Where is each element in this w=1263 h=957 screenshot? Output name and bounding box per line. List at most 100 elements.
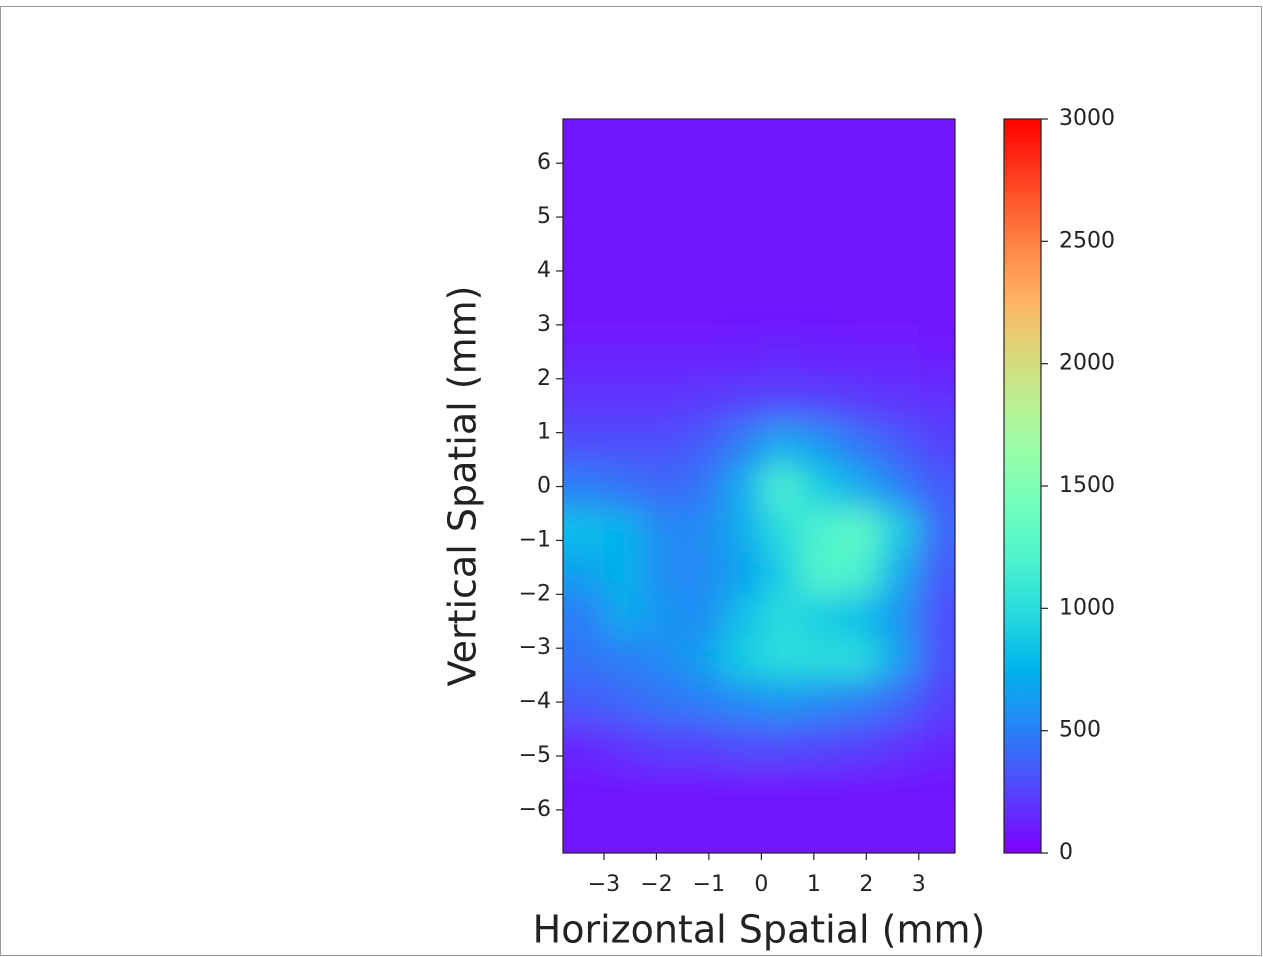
heat-cell: [603, 594, 644, 638]
heat-cell: [761, 551, 802, 595]
frame: [0, 6, 1262, 956]
heat-cell: [603, 292, 644, 337]
heat-cell: [563, 378, 605, 423]
heat-cell: [682, 292, 723, 337]
heat-cell: [643, 378, 684, 423]
y-tick-label: 4: [537, 258, 551, 283]
heat-cell: [761, 680, 802, 725]
heat-cell: [800, 335, 841, 380]
heat-cell: [722, 292, 762, 337]
heat-cell: [643, 292, 684, 337]
heat-cell: [800, 206, 841, 250]
heat-cell: [563, 594, 605, 638]
heat-cell: [840, 119, 880, 164]
heat-cell: [918, 508, 955, 552]
heat-cell: [643, 421, 684, 466]
heat-cell: [722, 378, 762, 423]
heat-cell: [643, 594, 684, 638]
y-axis-label: Vertical Spatial (mm): [441, 286, 485, 687]
heatmap: [563, 119, 955, 853]
heat-cell: [840, 249, 880, 294]
colorbar-tick-label: 2000: [1059, 351, 1115, 376]
heat-cell: [682, 421, 723, 466]
heat-cell: [879, 680, 920, 725]
heat-cell: [643, 680, 684, 725]
heat-cell: [918, 551, 955, 595]
colorbar-tick-label: 3000: [1059, 106, 1115, 131]
heat-cell: [918, 766, 955, 811]
heat-cell: [563, 680, 605, 725]
heat-cell: [643, 766, 684, 811]
heat-cell: [722, 680, 762, 725]
heat-cell: [682, 594, 723, 638]
heat-cell: [643, 163, 684, 207]
heat-cell: [563, 766, 605, 811]
heat-cell: [563, 637, 605, 682]
heat-cell: [761, 206, 802, 250]
heat-cell: [563, 249, 605, 294]
heat-cell: [603, 723, 644, 768]
heat-cell: [643, 206, 684, 250]
heat-cell: [879, 551, 920, 595]
y-tick-label: −6: [519, 797, 551, 822]
heat-cell: [563, 809, 605, 853]
heat-cell: [761, 378, 802, 423]
heat-cell: [682, 637, 723, 682]
y-tick-label: −3: [519, 635, 551, 660]
heat-cell: [800, 378, 841, 423]
y-tick-label: 6: [537, 150, 551, 175]
heat-cell: [603, 551, 644, 595]
heat-cell: [722, 551, 762, 595]
heat-cell: [840, 163, 880, 207]
heat-cell: [918, 163, 955, 207]
heat-cell: [918, 594, 955, 638]
heat-cell: [879, 809, 920, 853]
heat-cell: [682, 809, 723, 853]
x-tick-label: −2: [640, 872, 672, 897]
heat-cell: [722, 766, 762, 811]
heat-cell: [800, 809, 841, 853]
heat-cell: [603, 680, 644, 725]
x-tick-label: 1: [807, 872, 821, 897]
heat-cell: [879, 119, 920, 164]
heat-cell: [643, 637, 684, 682]
heat-cell: [840, 637, 880, 682]
colorbar: [1003, 118, 1042, 854]
heat-cell: [682, 378, 723, 423]
colorbar-tick-label: 1000: [1059, 595, 1115, 620]
heat-cell: [603, 464, 644, 509]
heat-cell: [879, 723, 920, 768]
heat-cell: [761, 335, 802, 380]
heat-cell: [918, 378, 955, 423]
x-tick-label: 0: [754, 872, 768, 897]
heat-cell: [800, 594, 841, 638]
heat-cell: [840, 335, 880, 380]
heat-cell: [603, 335, 644, 380]
y-tick-label: −4: [519, 689, 551, 714]
colorbar-tick-label: 1500: [1059, 473, 1115, 498]
heat-cell: [918, 464, 955, 509]
heat-cell: [563, 119, 605, 164]
heat-cell: [879, 206, 920, 250]
heat-cell: [761, 809, 802, 853]
heat-cell: [563, 335, 605, 380]
heat-cell: [761, 508, 802, 552]
heat-cell: [682, 723, 723, 768]
heat-cell: [722, 421, 762, 466]
heat-cell: [643, 723, 684, 768]
heat-cell: [840, 378, 880, 423]
heat-cell: [643, 508, 684, 552]
heat-cell: [840, 464, 880, 509]
heat-cell: [918, 249, 955, 294]
heat-cell: [800, 551, 841, 595]
heat-cell: [800, 508, 841, 552]
cells: [563, 119, 955, 853]
y-tick-label: 0: [537, 474, 551, 499]
heat-cell: [918, 809, 955, 853]
y-tick-label: 1: [537, 420, 551, 445]
heat-cell: [800, 163, 841, 207]
heat-cell: [682, 551, 723, 595]
heat-cell: [761, 766, 802, 811]
heat-cell: [563, 723, 605, 768]
